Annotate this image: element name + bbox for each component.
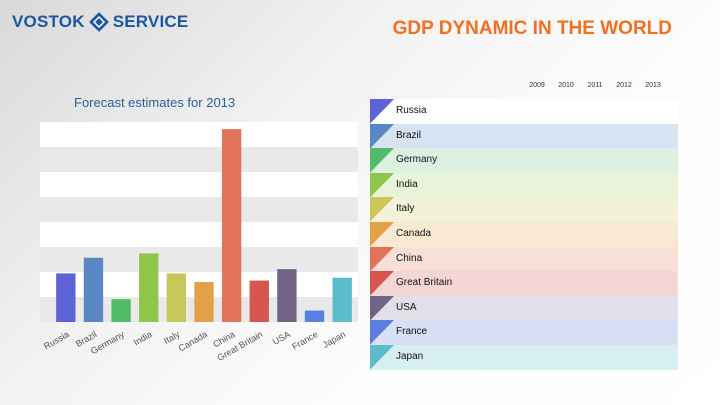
row-triangle-icon	[370, 320, 394, 345]
grid-band	[40, 197, 358, 222]
table-row: China	[370, 246, 678, 272]
year-header: 2010	[558, 82, 574, 89]
row-triangle-icon	[370, 271, 394, 296]
table-row: Japan	[370, 344, 678, 370]
row-country-name: Canada	[396, 227, 432, 239]
grid-band	[40, 122, 358, 147]
table-row: France	[370, 320, 678, 345]
bar-germany	[111, 299, 131, 322]
grid-band	[40, 222, 358, 247]
year-header: 2011	[587, 82, 603, 89]
year-header: 2012	[616, 82, 632, 89]
row-triangle-icon	[370, 295, 394, 321]
year-header: 2013	[645, 82, 661, 89]
row-country-name: France	[396, 326, 428, 338]
row-triangle-icon	[370, 148, 394, 173]
row-country-name: Russia	[396, 105, 427, 116]
bar-brazil	[83, 257, 104, 322]
table-row: Russia	[370, 99, 678, 124]
row-triangle-icon	[370, 99, 394, 124]
row-country-name: Brazil	[396, 129, 422, 141]
x-tick-label: Russia	[42, 329, 71, 351]
row-country-name: India	[396, 178, 418, 190]
table-row: Germany	[370, 148, 678, 173]
row-country-name: Great Britain	[396, 277, 453, 289]
bar-russia	[56, 273, 76, 322]
row-triangle-icon	[370, 246, 394, 272]
chart-title: Forecast estimates for 2013	[74, 95, 236, 110]
year-header: 2009	[529, 82, 545, 89]
bar-china	[221, 129, 242, 322]
bar-india	[139, 253, 159, 322]
row-country-name: Germany	[396, 154, 438, 166]
x-tick-label: France	[290, 329, 319, 352]
bar-italy	[166, 273, 187, 322]
bar-great-britain	[249, 280, 269, 322]
x-tick-label: Japan	[321, 329, 347, 350]
logo-right-text: SERVICE	[112, 12, 189, 31]
table-row: Italy	[370, 197, 678, 222]
row-country-name: Italy	[396, 203, 415, 215]
row-triangle-icon	[370, 221, 394, 247]
table-row: Brazil	[370, 123, 678, 149]
grid-band	[40, 147, 358, 172]
bar-usa	[277, 269, 297, 322]
row-triangle-icon	[370, 197, 394, 222]
row-triangle-icon	[370, 344, 394, 370]
row-country-name: USA	[396, 301, 417, 313]
bar-japan	[332, 277, 352, 322]
logo-left-text: VOSTOK	[12, 12, 85, 31]
table-row: India	[370, 172, 678, 198]
grid-band	[40, 172, 358, 197]
vostok-service-logo: VOSTOK SERVICE	[12, 12, 188, 32]
bar-france	[304, 310, 325, 322]
row-triangle-icon	[370, 123, 394, 149]
table-row: Canada	[370, 221, 678, 247]
logo-diamond-icon	[88, 12, 109, 32]
table-row: USA	[370, 295, 678, 321]
x-tick-label: Canada	[177, 329, 209, 353]
x-tick-label: USA	[271, 329, 292, 347]
row-triangle-icon	[370, 172, 394, 198]
row-country-name: China	[396, 252, 423, 264]
row-country-name: Japan	[396, 350, 424, 362]
x-tick-label: India	[132, 329, 154, 347]
table-row: Great Britain	[370, 271, 678, 296]
page-title: GDP DYNAMIC IN THE WORLD	[392, 18, 672, 39]
bar-canada	[194, 282, 214, 322]
gdp-table: Russia Brazil Germany India Italy Canada China…	[370, 99, 678, 370]
